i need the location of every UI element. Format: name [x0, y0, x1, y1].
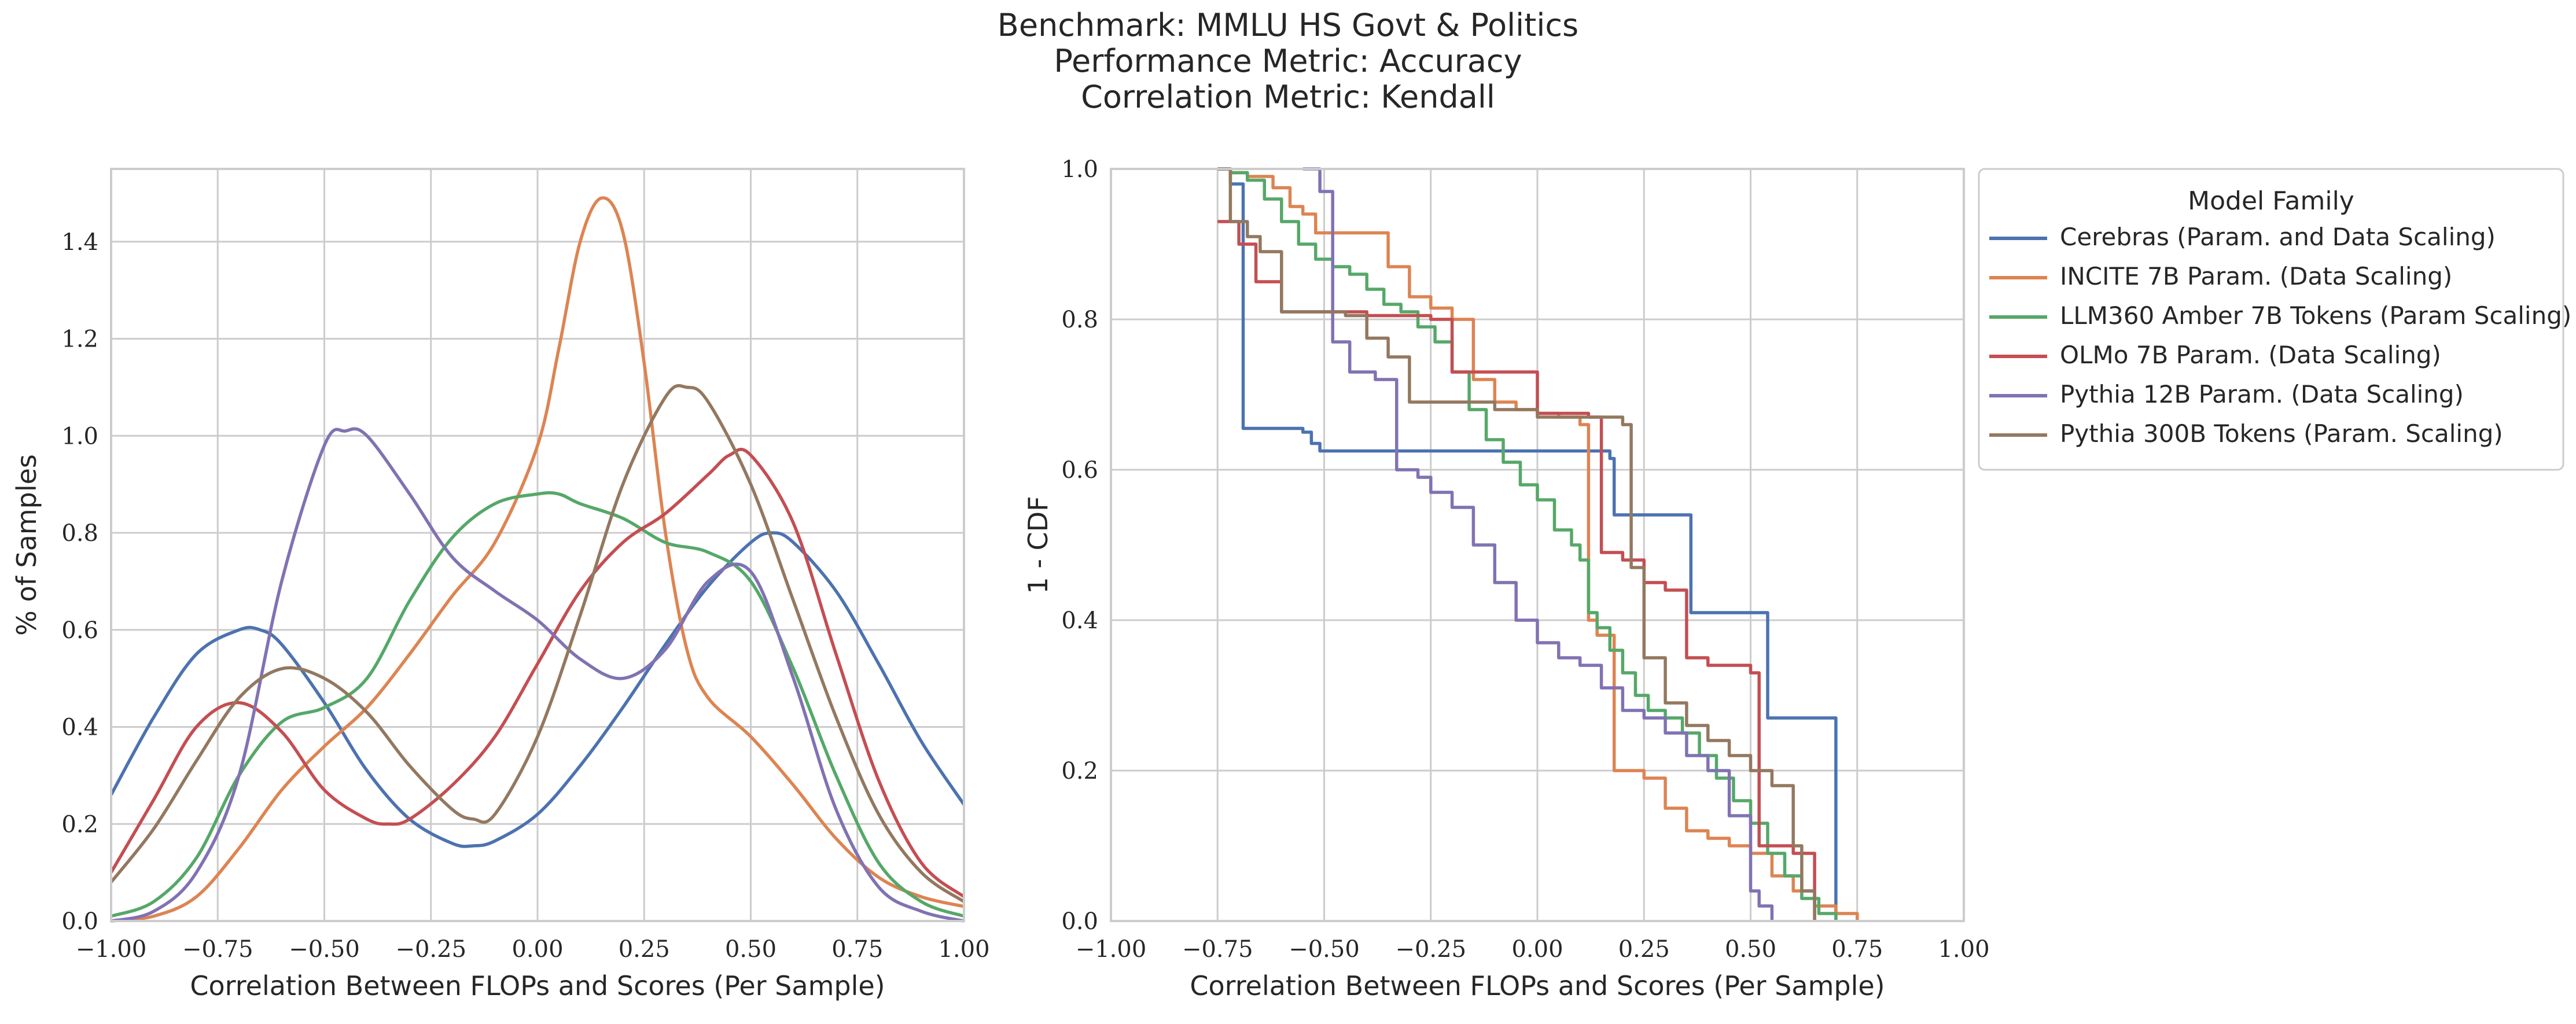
cdf-x-tick-label: 0.50: [1725, 936, 1776, 963]
figure-title-line-2: Performance Metric: Accuracy: [1054, 43, 1522, 79]
cdf-y-tick-label: 0.2: [1061, 758, 1098, 784]
cdf-y-axis-label: 1 - CDF: [1022, 496, 1054, 594]
kde-y-tick-label: 0.2: [61, 811, 98, 838]
kde-x-tick-label: −0.75: [182, 936, 253, 963]
kde-series-pythia-12b-param-data-scaling: [111, 427, 964, 923]
cdf-x-tick-label: −0.75: [1182, 936, 1253, 963]
cdf-series-llm360-amber-7b-tokens-param-scaling: [1217, 167, 1838, 921]
cdf-y-tick-label: 0.6: [1061, 457, 1098, 484]
figure-title-line-3: Correlation Metric: Kendall: [1081, 79, 1495, 115]
cdf-x-tick-label: 0.75: [1831, 936, 1883, 963]
kde-y-tick-label: 0.4: [61, 714, 98, 741]
kde-x-tick-label: −0.25: [395, 936, 466, 963]
kde-y-tick-label: 0.6: [61, 617, 98, 644]
kde-x-tick-label: 1.00: [938, 936, 989, 963]
kde-series-cerebras-param-and-data-scaling: [111, 531, 964, 848]
cdf-y-tick-label: 0.4: [1061, 607, 1098, 634]
cdf-series-olmo-7b-param-data-scaling: [1217, 220, 1816, 921]
kde-y-tick-label: 1.0: [61, 423, 98, 450]
legend: Model Family Cerebras (Param. and Data Sc…: [1978, 168, 2571, 471]
kde-y-tick-label: 1.2: [61, 326, 98, 353]
kde-y-tick-label: 0.0: [61, 908, 98, 935]
cdf-x-tick-label: −0.50: [1289, 936, 1360, 963]
kde-x-tick-label: 0.25: [619, 936, 670, 963]
cdf-series-group: [1217, 167, 1859, 921]
cdf-x-tick-label: −0.25: [1395, 936, 1466, 963]
kde-x-axis-label: Correlation Between FLOPs and Scores (Pe…: [190, 970, 885, 1001]
legend-label-llm360-amber-7b-tokens-param-scaling: LLM360 Amber 7B Tokens (Param Scaling): [2060, 301, 2571, 330]
kde-x-tick-label: −0.50: [289, 936, 360, 963]
kde-y-tick-label: 1.4: [61, 229, 98, 256]
kde-series-pythia-300b-tokens-param-scaling: [111, 384, 964, 903]
legend-label-pythia-300b-tokens-param-scaling: Pythia 300B Tokens (Param. Scaling): [2060, 419, 2503, 448]
kde-series-olmo-7b-param-data-scaling: [111, 448, 964, 898]
cdf-panel: −1.00 −0.75 −0.50 −0.25 0.00 0.25 0.50 0.75 1.00…: [1022, 156, 1990, 1001]
kde-y-axis-label: % of Samples: [11, 454, 42, 636]
kde-series-group: [111, 196, 964, 923]
kde-y-tick-label: 0.8: [61, 520, 98, 547]
kde-x-tick-label: 0.00: [511, 936, 563, 963]
cdf-y-tick-label: 1.0: [1061, 156, 1098, 183]
kde-x-tick-label: −1.00: [76, 936, 147, 963]
cdf-axes-frame: [1110, 168, 1965, 922]
legend-label-incite-7b-param-data-scaling: INCITE 7B Param. (Data Scaling): [2060, 262, 2452, 290]
figure-title-line-1: Benchmark: MMLU HS Govt & Politics: [997, 7, 1579, 43]
kde-x-tick-label: 0.50: [725, 936, 777, 963]
cdf-x-tick-label: 0.25: [1618, 936, 1670, 963]
kde-series-llm360-amber-7b-tokens-param-scaling: [111, 491, 964, 918]
kde-x-tick-label: 0.75: [831, 936, 883, 963]
cdf-y-tick-label: 0.8: [1061, 307, 1098, 333]
cdf-x-axis-label: Correlation Between FLOPs and Scores (Pe…: [1190, 970, 1885, 1001]
cdf-x-tick-label: 1.00: [1938, 936, 1989, 963]
cdf-x-tick-label: 0.00: [1511, 936, 1563, 963]
cdf-series-pythia-12b-param-data-scaling: [1302, 167, 1774, 921]
kde-series-incite-7b-param-data-scaling: [111, 196, 964, 923]
kde-axes-frame: [110, 168, 965, 922]
legend-label-cerebras-param-and-data-scaling: Cerebras (Param. and Data Scaling): [2060, 223, 2496, 251]
cdf-x-tick-label: −1.00: [1076, 936, 1147, 963]
cdf-series-pythia-300b-tokens-param-scaling: [1217, 167, 1816, 921]
legend-label-pythia-12b-param-data-scaling: Pythia 12B Param. (Data Scaling): [2060, 380, 2464, 408]
cdf-series-cerebras-param-and-data-scaling: [1217, 167, 1838, 921]
cdf-y-tick-label: 0.0: [1061, 908, 1098, 935]
legend-title: Model Family: [2188, 186, 2354, 216]
kde-panel: −1.00 −0.75 −0.50 −0.25 0.00 0.25 0.50 0.75 1.00…: [11, 168, 990, 1001]
legend-label-olmo-7b-param-data-scaling: OLMo 7B Param. (Data Scaling): [2060, 341, 2441, 369]
legend-frame: [1978, 168, 2564, 471]
